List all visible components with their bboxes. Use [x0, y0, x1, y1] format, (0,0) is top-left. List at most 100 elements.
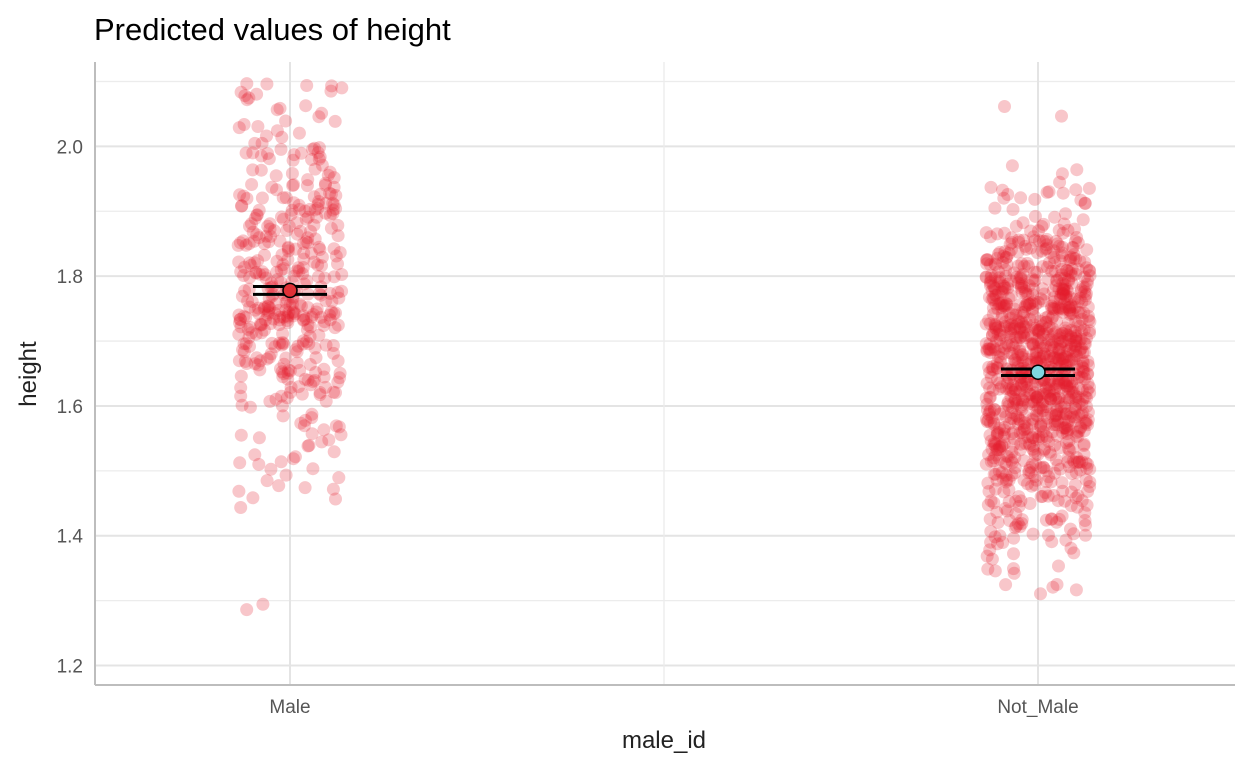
data-point — [250, 208, 264, 222]
data-point — [1083, 324, 1096, 338]
data-point — [1078, 337, 1092, 351]
data-point — [1053, 175, 1067, 189]
data-point — [991, 516, 1005, 529]
data-point — [1036, 489, 1049, 503]
data-point — [989, 319, 1003, 333]
data-point — [1058, 376, 1072, 390]
data-point — [1074, 285, 1088, 299]
data-point — [289, 343, 303, 357]
data-point — [1039, 234, 1053, 248]
data-point — [1069, 398, 1083, 412]
data-point — [240, 357, 254, 370]
data-point — [1014, 378, 1028, 392]
data-point — [1060, 292, 1074, 306]
data-point — [314, 310, 328, 324]
data-point — [1015, 393, 1029, 407]
data-point — [1011, 259, 1025, 273]
data-point — [1058, 271, 1072, 285]
data-point — [1062, 392, 1076, 406]
data-point — [996, 347, 1010, 361]
data-point — [979, 337, 993, 351]
data-point — [1016, 268, 1030, 281]
data-point — [1080, 498, 1094, 512]
data-point — [985, 292, 999, 306]
data-point — [1051, 494, 1065, 508]
data-point — [1044, 407, 1058, 421]
data-point — [1041, 489, 1055, 503]
data-point — [261, 300, 275, 313]
data-point — [331, 257, 344, 271]
data-point — [1072, 455, 1086, 469]
data-point — [990, 334, 1003, 348]
data-point — [979, 270, 993, 284]
data-point — [1017, 419, 1031, 433]
data-point — [258, 313, 272, 327]
data-point — [999, 410, 1013, 424]
data-point — [292, 198, 306, 212]
data-point — [1018, 300, 1032, 314]
data-point — [1064, 499, 1078, 513]
data-point — [253, 267, 267, 281]
data-point — [1006, 401, 1020, 415]
data-point — [1076, 361, 1090, 375]
data-point — [1011, 245, 1025, 259]
data-point — [1055, 326, 1069, 340]
data-point — [327, 270, 341, 284]
data-point — [1048, 210, 1062, 224]
data-point — [1013, 344, 1027, 358]
data-point — [1058, 421, 1072, 435]
data-point — [1022, 437, 1036, 451]
data-point — [1048, 351, 1062, 364]
data-point — [1016, 425, 1029, 439]
data-point — [255, 136, 269, 150]
data-point — [987, 496, 1001, 510]
data-point — [1048, 414, 1062, 428]
data-point — [327, 198, 341, 212]
data-point — [992, 297, 1006, 311]
data-point — [1013, 384, 1027, 398]
data-point — [250, 351, 264, 365]
data-point — [251, 358, 265, 372]
data-point — [323, 286, 337, 300]
data-point — [979, 391, 993, 405]
data-point — [1043, 445, 1057, 459]
data-point — [233, 188, 247, 202]
data-point — [995, 466, 1009, 480]
data-point — [994, 340, 1008, 353]
data-point — [1069, 491, 1083, 505]
data-point — [327, 445, 341, 459]
data-point — [1036, 327, 1050, 341]
data-point — [1009, 507, 1023, 521]
data-point — [1012, 233, 1026, 247]
data-point — [999, 475, 1013, 489]
data-point — [323, 186, 337, 200]
data-point — [1019, 436, 1032, 450]
data-point — [245, 295, 259, 309]
data-point — [243, 320, 257, 334]
data-point — [1072, 382, 1086, 396]
data-point — [283, 364, 297, 378]
data-point — [988, 317, 1002, 331]
data-point — [1048, 438, 1062, 452]
data-point — [287, 148, 301, 162]
data-point — [323, 165, 337, 179]
data-point — [327, 171, 341, 185]
data-point — [991, 302, 1005, 316]
data-point — [290, 356, 304, 370]
data-point — [1039, 380, 1053, 394]
data-point — [301, 373, 315, 387]
data-point — [280, 314, 294, 327]
data-point — [1006, 425, 1020, 439]
data-point — [306, 142, 320, 156]
data-point — [981, 476, 995, 490]
data-point — [999, 578, 1013, 592]
data-point — [319, 206, 332, 220]
data-point — [1023, 312, 1037, 326]
data-point — [286, 153, 300, 167]
data-point — [983, 391, 997, 405]
data-point — [1035, 220, 1049, 233]
data-point — [1062, 333, 1076, 346]
data-point — [285, 167, 299, 180]
data-point — [1055, 352, 1069, 366]
data-point — [1053, 331, 1067, 345]
